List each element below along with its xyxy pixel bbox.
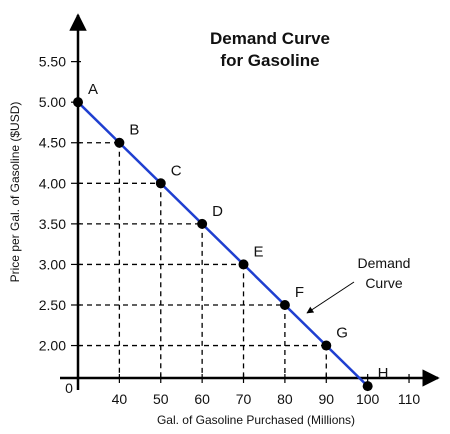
chart-title-line-1: Demand Curve <box>210 29 330 48</box>
annotation-arrow <box>306 281 355 314</box>
y-tick-label: 2.00 <box>39 338 66 354</box>
x-tick-label: 90 <box>318 391 334 407</box>
y-tick-label: 5.00 <box>39 94 66 110</box>
x-axis-label: Gal. of Gasoline Purchased (Millions) <box>157 413 355 427</box>
point-label-g: G <box>336 325 348 342</box>
annotation-line-2: Curve <box>365 275 403 291</box>
data-point-a <box>73 97 83 108</box>
data-point-h <box>362 381 373 392</box>
x-tick-label: 80 <box>277 391 293 407</box>
data-points: A B C D E F G H <box>73 81 389 392</box>
data-point-c <box>155 178 166 189</box>
y-tick-label: 4.50 <box>39 135 66 151</box>
y-tick-label: 4.00 <box>39 175 66 191</box>
data-point-b <box>114 137 125 148</box>
demand-curve-line <box>77 101 369 388</box>
point-label-h: H <box>378 365 389 382</box>
annotation-line-1: Demand <box>358 255 411 271</box>
x-tick-label: 40 <box>112 391 128 407</box>
x-tick-label: 60 <box>194 391 210 407</box>
data-point-e <box>238 259 249 270</box>
chart-title-line-2: for Gasoline <box>220 51 319 70</box>
data-point-f <box>279 299 290 310</box>
axis-ticks: 40 50 60 70 80 90 100 110 2.00 2.50 3.00 3.50 4.00 4.… <box>39 54 421 407</box>
y-tick-label: 2.50 <box>39 297 66 313</box>
point-label-c: C <box>171 162 182 179</box>
y-tick-label: 5.50 <box>39 54 66 70</box>
y-tick-label: 3.00 <box>39 256 66 272</box>
point-label-e: E <box>254 243 264 260</box>
x-tick-label: 100 <box>356 391 380 407</box>
point-label-b: B <box>129 122 139 139</box>
data-point-g <box>321 340 332 351</box>
x-tick-label: 110 <box>398 391 421 407</box>
x-tick-label: 70 <box>236 391 252 407</box>
origin-label: 0 <box>65 380 73 396</box>
data-point-d <box>197 218 208 229</box>
y-axis-label: Price per Gal. of Gasoline ($USD) <box>8 102 22 283</box>
point-label-d: D <box>212 203 223 220</box>
x-tick-label: 50 <box>153 391 169 407</box>
y-tick-label: 3.50 <box>39 216 66 232</box>
guide-lines <box>78 142 327 378</box>
point-label-f: F <box>295 284 304 301</box>
point-label-a: A <box>88 81 98 98</box>
